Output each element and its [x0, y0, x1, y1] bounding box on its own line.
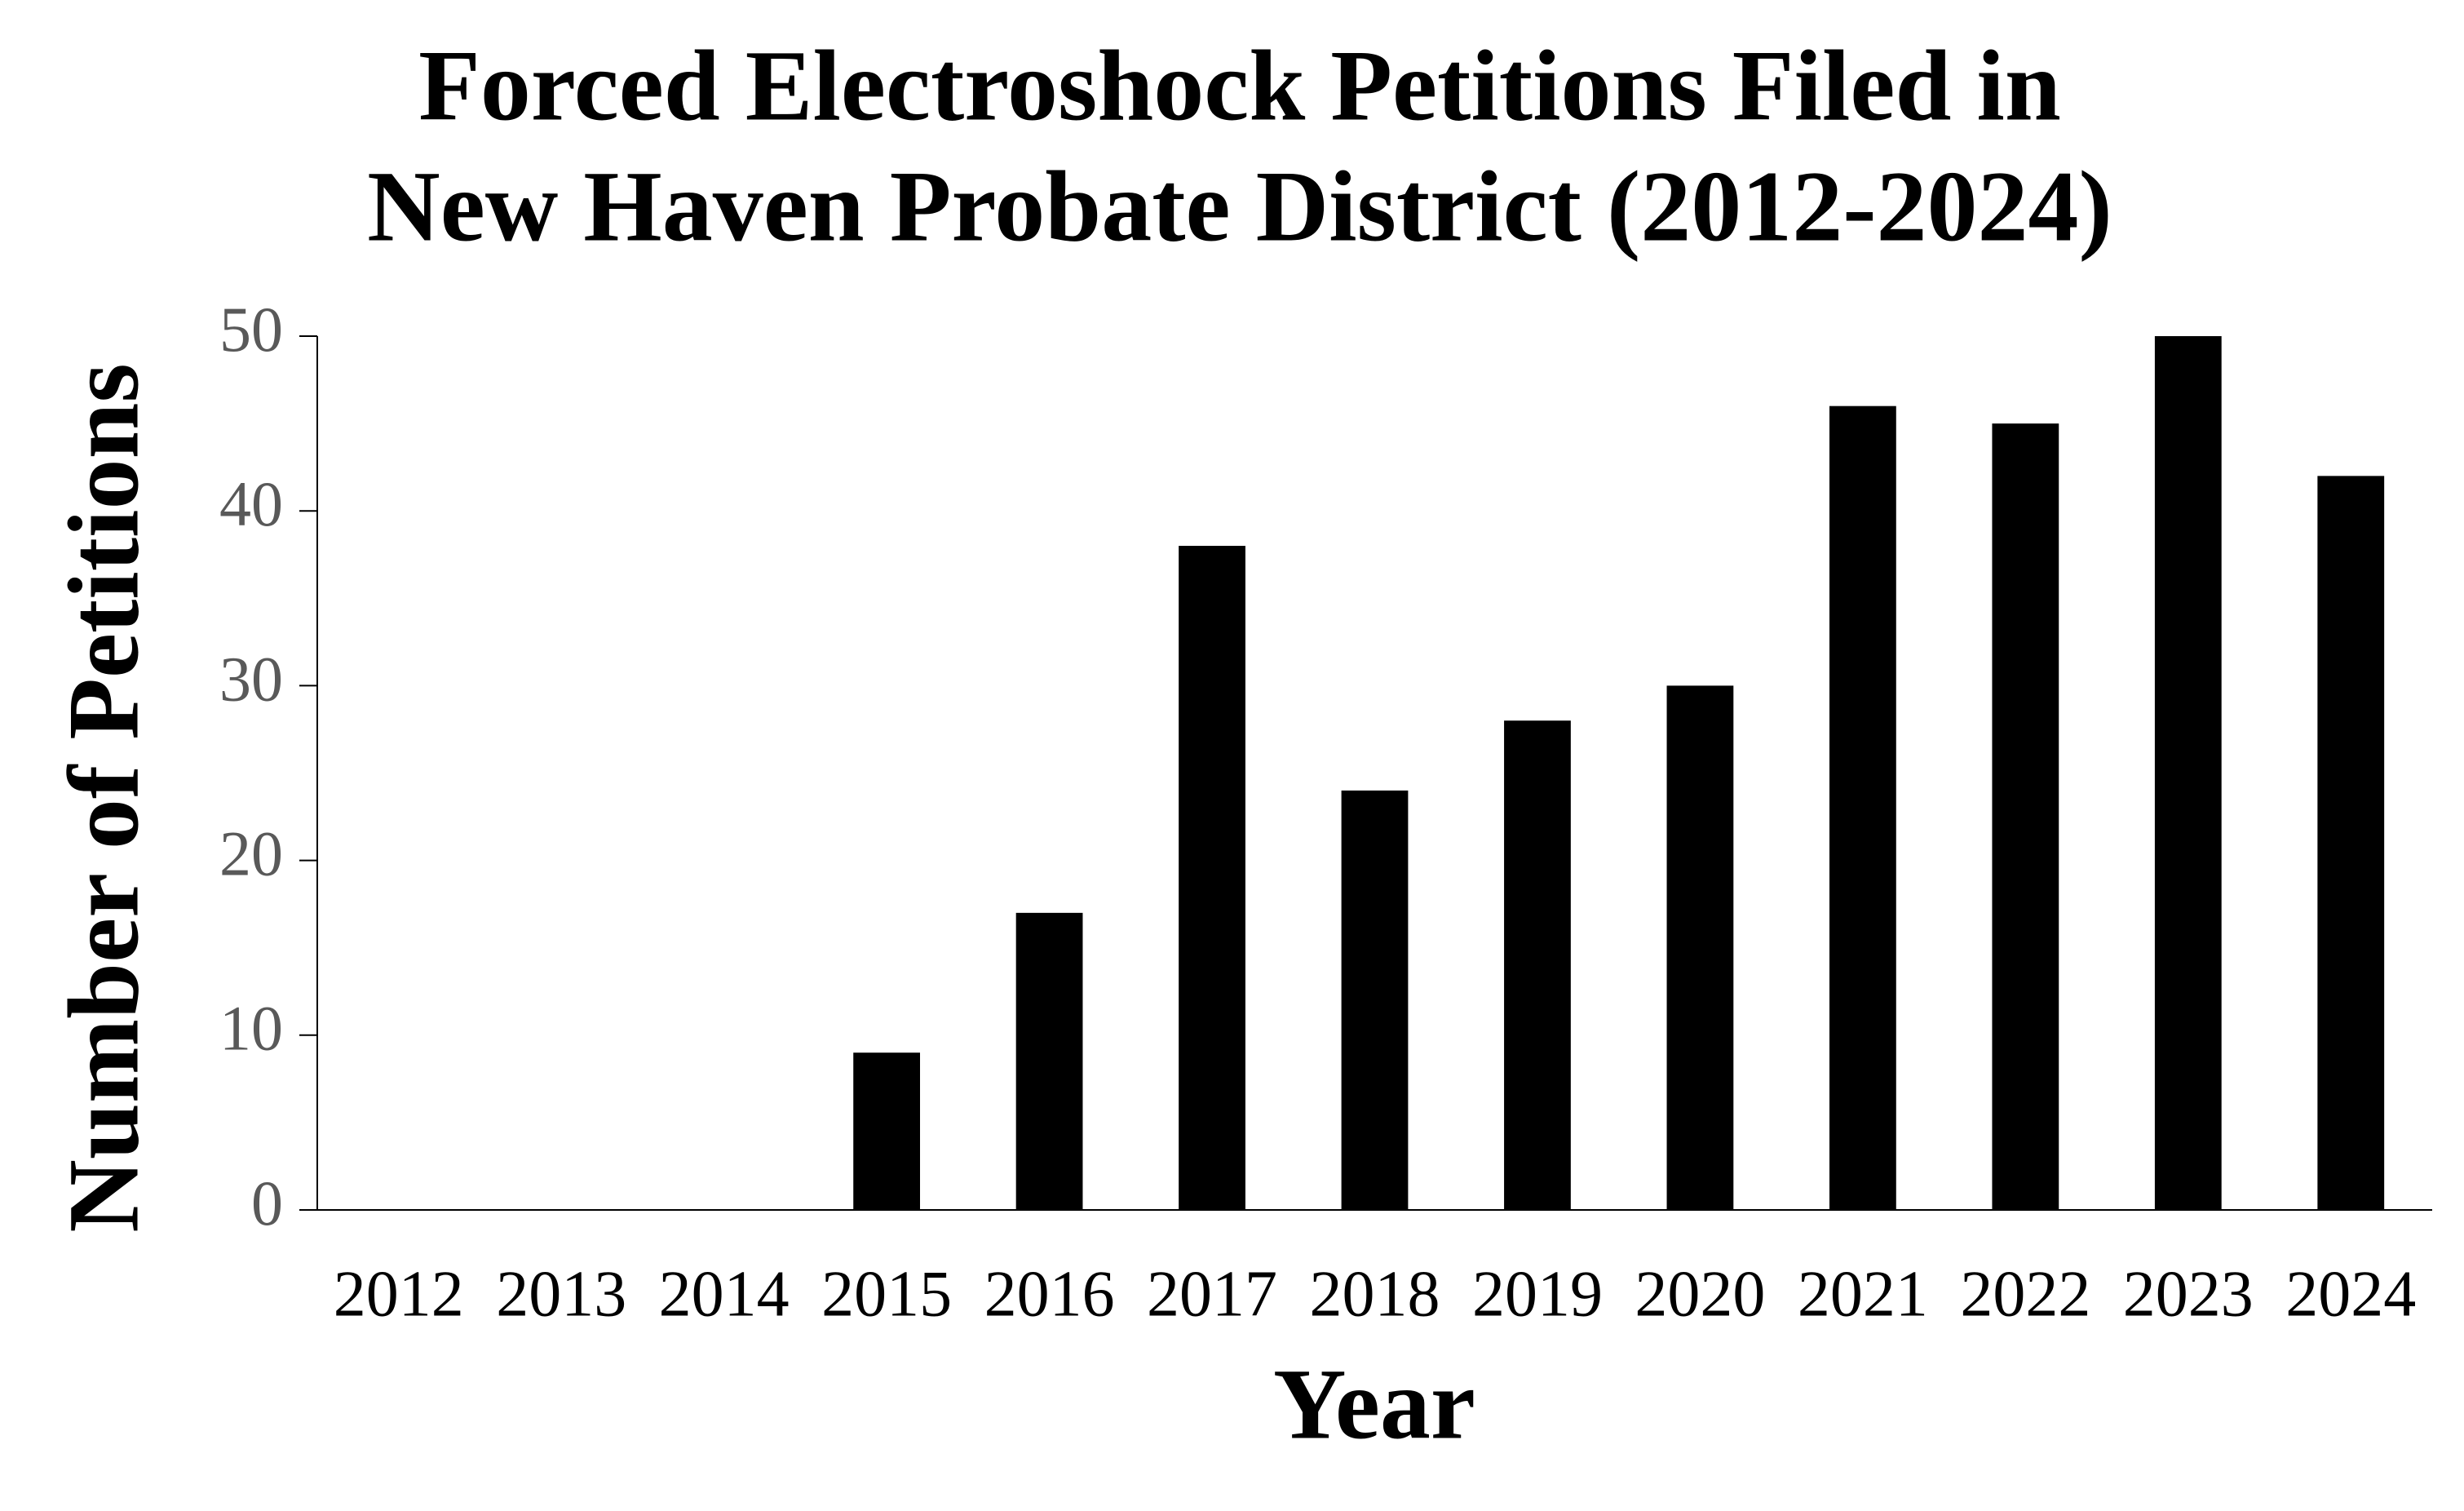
bar: [1504, 720, 1571, 1210]
bar: [2154, 336, 2222, 1210]
y-tick-label: 50: [219, 294, 283, 365]
x-tick-label: 2021: [1798, 1258, 1928, 1330]
bar: [1179, 546, 1245, 1210]
x-tick-label: 2014: [659, 1258, 790, 1330]
x-tick-label: 2017: [1147, 1258, 1277, 1330]
x-tick-label: 2013: [496, 1258, 626, 1330]
x-tick-label: 2022: [1960, 1258, 2090, 1330]
bar: [2317, 476, 2385, 1210]
bar: [1992, 423, 2059, 1210]
x-tick-label: 2016: [984, 1258, 1115, 1330]
y-tick-label: 10: [219, 993, 283, 1064]
y-axis-title: Number of Petitions: [47, 363, 159, 1232]
x-tick-label: 2018: [1310, 1258, 1440, 1330]
chart-title: New Haven Probate District (2012-2024): [367, 150, 2112, 262]
y-tick-label: 30: [219, 643, 283, 714]
y-tick-label: 40: [219, 468, 283, 539]
x-tick-label: 2023: [2123, 1258, 2254, 1330]
x-axis-title: Year: [1273, 1348, 1475, 1460]
chart-title: Forced Electroshock Petitions Filed in: [418, 29, 2061, 141]
x-tick-label: 2012: [334, 1258, 464, 1330]
x-tick-label: 2015: [821, 1258, 952, 1330]
x-tick-label: 2020: [1635, 1258, 1765, 1330]
y-tick-label: 20: [219, 818, 283, 889]
bar: [1015, 912, 1083, 1210]
bar: [853, 1052, 921, 1210]
x-tick-label: 2024: [2285, 1258, 2416, 1330]
bar: [1341, 790, 1409, 1210]
bar: [1666, 685, 1734, 1210]
x-tick-label: 2019: [1472, 1258, 1603, 1330]
bar: [1829, 405, 1896, 1210]
y-tick-label: 0: [251, 1168, 283, 1238]
